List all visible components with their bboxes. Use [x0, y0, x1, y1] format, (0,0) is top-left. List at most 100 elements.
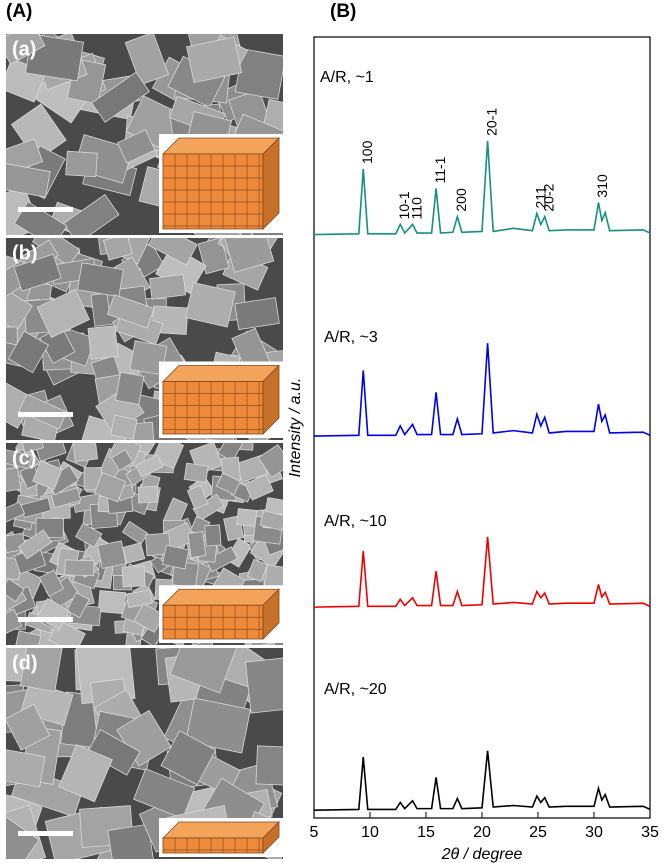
inset-front: [162, 153, 264, 230]
inset-front: [162, 837, 264, 854]
crystal: [6, 608, 23, 636]
crystal: [107, 823, 157, 859]
crystal: [6, 283, 33, 332]
scale-bar: [18, 617, 73, 622]
crystal: [36, 288, 91, 338]
inset-top: [162, 365, 280, 382]
crystal: [197, 238, 230, 275]
crystal: [236, 508, 258, 527]
crystal: [223, 238, 275, 273]
crystal: [38, 569, 65, 597]
image-label: (b): [12, 242, 38, 264]
crystal: [121, 520, 149, 545]
crystal: [257, 444, 283, 479]
crystal: [162, 544, 190, 570]
peak-label: 211: [533, 186, 549, 209]
crystal: [217, 443, 245, 462]
inset-top: [162, 588, 280, 606]
crystal: [50, 487, 82, 508]
crystal: [65, 150, 98, 178]
crystal: [6, 501, 26, 525]
inset-side: [262, 137, 280, 230]
crystal: [13, 201, 68, 235]
peak-label: 20-2: [540, 183, 556, 211]
crystal: [74, 522, 103, 548]
series-label: A/R, ~20: [324, 681, 387, 698]
crystal: [6, 815, 40, 859]
crystal: [184, 281, 236, 328]
crystal: [17, 529, 53, 560]
crystal: [186, 36, 243, 84]
series-label: A/R, ~3: [324, 329, 378, 346]
scale-bar: [18, 207, 73, 212]
crystal: [246, 558, 269, 583]
crystal: [215, 472, 241, 496]
inset-top: [162, 821, 280, 839]
crystal: [187, 531, 207, 558]
crystal: [234, 297, 280, 331]
inset-top: [162, 137, 280, 155]
crystal: [121, 565, 146, 588]
crystal: [106, 294, 155, 329]
scale-bar: [18, 412, 73, 417]
crystal: [13, 630, 42, 645]
crystal: [97, 540, 127, 569]
image-label: (d): [12, 652, 38, 674]
panel-label: (A): [6, 1, 32, 22]
xrd-plot: 5 10 15 20 25 30 35 2θ / degree Intensity / a.u.…: [287, 36, 659, 863]
crystal: [19, 648, 63, 692]
xrd-pattern: [313, 343, 651, 437]
peak-label: 310: [594, 174, 610, 198]
image-label: (c): [12, 447, 36, 469]
crystal: [6, 449, 33, 469]
crystal: [13, 253, 62, 292]
crystal: [97, 590, 127, 615]
x-tick-label: 15: [417, 824, 435, 841]
crystal: [6, 578, 25, 603]
crystal: [72, 443, 98, 463]
crystal: [64, 559, 95, 577]
crystal: [255, 745, 283, 787]
x-tick-label: 20: [473, 824, 491, 841]
crystal: [18, 393, 68, 430]
crystal: [34, 443, 67, 462]
crystal: [116, 129, 156, 164]
xrd-pattern: [313, 536, 651, 608]
crystal: [6, 703, 51, 751]
crystal: [160, 730, 217, 786]
crystal: [129, 340, 168, 376]
xrd-pattern: [313, 140, 651, 236]
crystal: [186, 484, 209, 510]
peak-label: 10-1: [396, 191, 412, 219]
crystal: [124, 34, 170, 86]
y-axis-label: Intensity / a.u.: [287, 378, 304, 478]
crystal: [6, 466, 22, 494]
x-tick-label: 5: [310, 824, 319, 841]
peak-label: 100: [359, 140, 375, 164]
crystal: [94, 472, 127, 503]
x-axis-label: 2θ / degree: [441, 846, 523, 863]
inset-front: [162, 381, 264, 435]
peak-label: 110: [408, 197, 424, 220]
x-tick-label: 10: [361, 824, 379, 841]
crystal: [110, 414, 138, 440]
panel-label: (B): [330, 1, 356, 22]
crystal: [103, 238, 133, 261]
inset-side: [262, 588, 280, 640]
sem-images: (a) (b) (c) (d): [6, 34, 283, 859]
x-tick-label: 30: [585, 824, 603, 841]
crystal: [87, 325, 119, 360]
crystal: [135, 454, 164, 478]
inset-side: [262, 364, 280, 435]
crystal: [32, 460, 63, 491]
inset-side: [262, 821, 280, 854]
crystal: [111, 449, 134, 472]
crystal: [245, 655, 283, 714]
crystal: [6, 162, 51, 198]
crystal: [125, 589, 153, 608]
crystal: [259, 510, 283, 531]
crystal: [6, 747, 46, 788]
crystal: [6, 34, 46, 65]
inset-front: [162, 604, 264, 640]
